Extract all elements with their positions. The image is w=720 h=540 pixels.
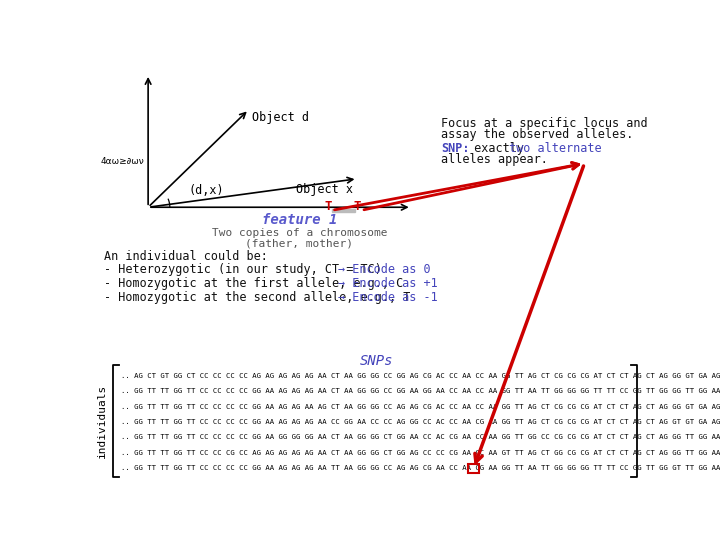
Text: → Encode as -1: → Encode as -1 xyxy=(338,291,438,304)
Text: Two copies of a chromosome: Two copies of a chromosome xyxy=(212,228,387,238)
Text: (father, mother): (father, mother) xyxy=(246,239,354,248)
Text: .. GG TT TT GG TT CC CC CC CC GG AA AG AG AG AA CC GG AA CC CC AG GG CC AC CC AA: .. GG TT TT GG TT CC CC CC CC GG AA AG A… xyxy=(121,419,720,425)
Text: two alternate: two alternate xyxy=(509,142,602,155)
Text: .. GG TT TT GG TT CC CC CC CC GG AA AG AG AG AA TT AA GG GG CC AG AG CG AA CC AA: .. GG TT TT GG TT CC CC CC CC GG AA AG A… xyxy=(121,465,720,471)
Text: 4αω≥∂ων: 4αω≥∂ων xyxy=(101,157,144,166)
Text: T: T xyxy=(324,200,332,213)
Text: .. GG TT TT GG TT CC CC CC CC GG AA AG AG AG AA CT AA GG GG CC GG AA GG AA CC AA: .. GG TT TT GG TT CC CC CC CC GG AA AG A… xyxy=(121,388,720,394)
Text: Object d: Object d xyxy=(252,111,309,124)
Text: (d,x): (d,x) xyxy=(189,184,224,197)
Text: SNPs: SNPs xyxy=(360,354,394,368)
Text: An individual could be:: An individual could be: xyxy=(104,249,268,262)
Text: individuals: individuals xyxy=(97,383,107,458)
Bar xyxy=(468,464,479,473)
Text: exactly: exactly xyxy=(467,142,531,155)
Text: - Homozygotic at the second allele, e.g., T: - Homozygotic at the second allele, e.g.… xyxy=(104,291,410,304)
Text: → Encode as +1: → Encode as +1 xyxy=(338,278,438,291)
Text: Focus at a specific locus and: Focus at a specific locus and xyxy=(441,117,648,130)
Text: feature 1: feature 1 xyxy=(261,213,337,227)
Text: → Encode as 0: → Encode as 0 xyxy=(338,264,431,276)
Text: Object x: Object x xyxy=(297,183,354,195)
Text: T: T xyxy=(354,200,361,213)
Text: - Homozygotic at the first allele, e.g., C: - Homozygotic at the first allele, e.g.,… xyxy=(104,278,403,291)
Text: - Heterozygotic (in our study, CT = TC): - Heterozygotic (in our study, CT = TC) xyxy=(104,264,382,276)
Text: alleles appear.: alleles appear. xyxy=(441,153,548,166)
Text: .. GG TT TT GG TT CC CC CC CC GG AA GG GG GG AA CT AA GG GG CT GG AA CC AC CG AA: .. GG TT TT GG TT CC CC CC CC GG AA GG G… xyxy=(121,434,720,441)
Text: assay the observed alleles.: assay the observed alleles. xyxy=(441,128,634,141)
Text: .. GG TT TT GG TT CC CC CG CC AG AG AG AG AG AA CT AA GG GG CT GG AG CC CC CG AA: .. GG TT TT GG TT CC CC CG CC AG AG AG A… xyxy=(121,450,720,456)
Text: .. AG CT GT GG CT CC CC CC CC AG AG AG AG AG AA CT AA GG GG CC GG AG CG AC CC AA: .. AG CT GT GG CT CC CC CC CC AG AG AG A… xyxy=(121,373,720,379)
Text: SNP:: SNP: xyxy=(441,142,469,155)
Bar xyxy=(332,209,355,212)
Text: .. GG TT TT GG TT CC CC CC CC GG AA AG AG AA AG CT AA GG GG CC AG AG CG AC CC AA: .. GG TT TT GG TT CC CC CC CC GG AA AG A… xyxy=(121,403,720,410)
